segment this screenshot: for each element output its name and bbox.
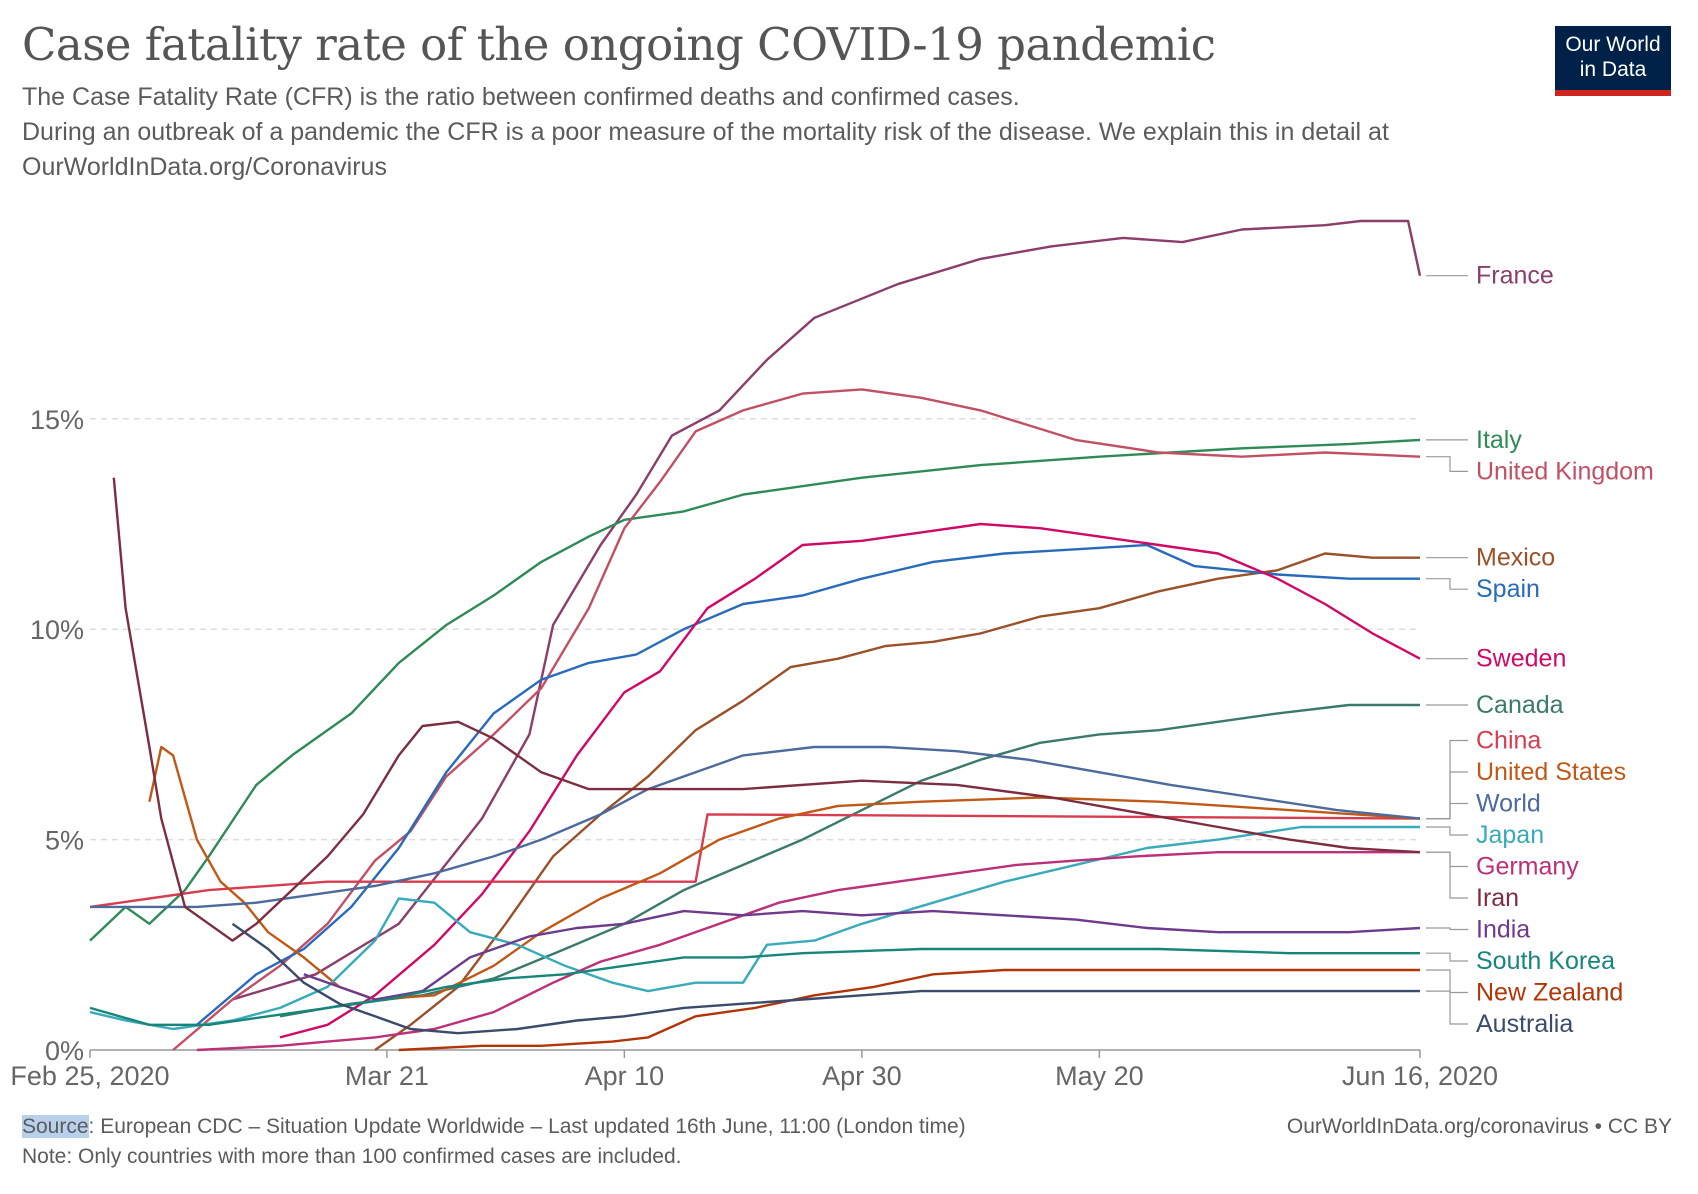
- series-line-iran: [112, 477, 1421, 942]
- series-label-sweden: Sweden: [1476, 645, 1566, 673]
- footer: Source: European CDC – Situation Update …: [22, 1112, 1672, 1172]
- series-label-new-zealand: New Zealand: [1476, 979, 1623, 1007]
- series-line-new-zealand: [398, 968, 1420, 1052]
- logo-line-1: Our World: [1565, 33, 1661, 56]
- chart-subtitle: The Case Fatality Rate (CFR) is the rati…: [22, 80, 1472, 185]
- series-label-iran: Iran: [1476, 884, 1519, 912]
- series-line-world: [90, 745, 1421, 909]
- axes: 0% 5% 10% 15% Feb 25, 2020 Mar 21 Apr 10 Apr 30…: [10, 405, 1498, 1091]
- y-tick-label: 5%: [45, 826, 84, 856]
- series-label-world: World: [1476, 790, 1541, 818]
- series-line-south-korea: [89, 947, 1420, 1027]
- connector-united-states: [1426, 771, 1468, 820]
- connector-world: [1426, 802, 1468, 820]
- x-tick-label: Apr 30: [822, 1061, 902, 1091]
- connector-united-kingdom: [1426, 456, 1468, 472]
- series-label-italy: Italy: [1476, 426, 1522, 454]
- owid-logo[interactable]: Our World in Data: [1555, 26, 1671, 96]
- connector-south-korea: [1426, 952, 1468, 962]
- series-label-united-kingdom: United Kingdom: [1476, 457, 1654, 485]
- series-line-australia: [231, 922, 1420, 1035]
- connector-japan: [1426, 826, 1468, 836]
- series-label-india: India: [1476, 916, 1530, 944]
- series-label-france: France: [1476, 262, 1554, 290]
- connector-germany: [1426, 851, 1468, 868]
- series-label-china: China: [1476, 727, 1541, 755]
- series-label-united-states: United States: [1476, 758, 1626, 786]
- series-line-united-states: [148, 745, 1421, 1001]
- series-label-spain: Spain: [1476, 575, 1540, 603]
- subtitle-line-2: During an outbreak of a pandemic the CFR…: [22, 118, 1389, 181]
- footer-license[interactable]: OurWorldInData.org/coronavirus • CC BY: [1286, 1115, 1672, 1138]
- x-tick-label: Feb 25, 2020: [10, 1061, 169, 1091]
- connector-india: [1426, 927, 1468, 931]
- series-line-spain: [196, 543, 1420, 1026]
- series-line-japan: [89, 825, 1420, 1031]
- series-label-mexico: Mexico: [1476, 544, 1555, 572]
- footer-note: Note: Only countries with more than 100 …: [22, 1145, 682, 1168]
- connector-australia: [1426, 990, 1468, 1025]
- y-tick-label: 0%: [45, 1036, 84, 1066]
- y-tick-label: 15%: [30, 405, 84, 435]
- connector-spain: [1426, 578, 1468, 590]
- connector-new-zealand: [1426, 969, 1468, 994]
- series-line-india: [303, 909, 1421, 1001]
- series-line-italy: [89, 438, 1421, 942]
- grid-lines: [90, 418, 1420, 841]
- series-label-australia: Australia: [1476, 1010, 1573, 1038]
- y-tick-label: 10%: [30, 615, 84, 645]
- connector-china: [1426, 739, 1468, 820]
- x-tick-label: May 20: [1055, 1061, 1144, 1091]
- x-tick-label: Mar 21: [345, 1061, 429, 1091]
- logo-line-2: in Data: [1579, 58, 1647, 81]
- series-label-south-korea: South Korea: [1476, 947, 1615, 975]
- series-line-france: [232, 219, 1422, 1001]
- series-label-canada: Canada: [1476, 691, 1564, 719]
- series-line-canada: [279, 703, 1420, 1018]
- series-line-china: [89, 813, 1421, 909]
- series-labels: France Italy United Kingdom Mexico Spain Swed…: [1426, 262, 1654, 1038]
- series-label-germany: Germany: [1476, 853, 1579, 881]
- series-line-germany: [196, 851, 1420, 1052]
- source-text: : European CDC – Situation Update Worldw…: [88, 1115, 966, 1138]
- connector-iran: [1426, 851, 1468, 899]
- source-link[interactable]: Source: [22, 1115, 89, 1138]
- subtitle-line-1: The Case Fatality Rate (CFR) is the rati…: [22, 83, 1020, 111]
- x-tick-label: Jun 16, 2020: [1342, 1061, 1498, 1091]
- x-tick-label: Apr 10: [585, 1061, 665, 1091]
- series-line-mexico: [374, 552, 1420, 1051]
- series-lines: [89, 219, 1422, 1052]
- series-line-sweden: [279, 522, 1421, 1039]
- series-label-japan: Japan: [1476, 821, 1544, 849]
- chart-title: Case fatality rate of the ongoing COVID-…: [22, 18, 1216, 71]
